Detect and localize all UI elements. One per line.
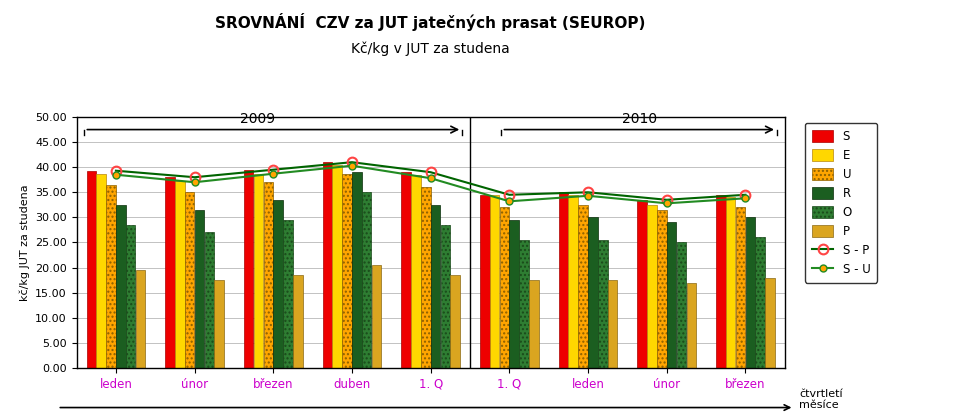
Legend: S, E, U, R, O, P, S - P, S - U: S, E, U, R, O, P, S - P, S - U xyxy=(805,123,878,283)
Bar xyxy=(657,210,667,368)
Bar xyxy=(401,172,411,368)
Bar xyxy=(126,225,136,368)
Bar xyxy=(323,162,332,368)
Bar xyxy=(283,220,293,368)
Bar xyxy=(686,283,696,368)
Bar xyxy=(244,170,254,368)
Bar xyxy=(254,174,263,368)
Bar xyxy=(637,200,647,368)
Bar xyxy=(274,200,283,368)
Bar xyxy=(509,220,519,368)
Bar xyxy=(440,225,450,368)
Bar xyxy=(490,195,500,368)
Text: 2010: 2010 xyxy=(622,112,657,126)
Bar xyxy=(214,280,224,368)
Text: čtvrtletí
měsíce: čtvrtletí měsíce xyxy=(799,389,843,410)
Bar xyxy=(716,195,725,368)
Bar xyxy=(480,195,490,368)
Bar xyxy=(589,217,598,368)
Bar xyxy=(343,174,352,368)
Bar xyxy=(166,177,175,368)
Bar xyxy=(116,205,125,368)
Bar xyxy=(520,240,529,368)
Bar xyxy=(371,265,381,368)
Bar xyxy=(86,171,96,368)
Bar xyxy=(352,172,362,368)
Text: Kč/kg v JUT za studena: Kč/kg v JUT za studena xyxy=(351,42,510,56)
Y-axis label: kč/kg JUT za studena: kč/kg JUT za studena xyxy=(19,184,30,301)
Bar xyxy=(332,165,342,368)
Bar xyxy=(568,195,578,368)
Bar xyxy=(175,181,185,368)
Bar xyxy=(136,270,145,368)
Bar xyxy=(106,185,116,368)
Bar xyxy=(529,280,539,368)
Bar xyxy=(421,187,431,368)
Bar xyxy=(725,197,735,368)
Bar xyxy=(746,217,755,368)
Bar xyxy=(608,280,617,368)
Bar xyxy=(677,242,686,368)
Text: SROVNÁNÍ  CZV za JUT jatečných prasat (SEUROP): SROVNÁNÍ CZV za JUT jatečných prasat (SE… xyxy=(215,13,646,31)
Bar xyxy=(500,207,509,368)
Bar xyxy=(293,275,302,368)
Bar xyxy=(205,232,214,368)
Bar xyxy=(194,210,204,368)
Bar xyxy=(185,192,194,368)
Bar xyxy=(451,275,460,368)
Bar xyxy=(766,278,775,368)
Bar xyxy=(362,192,371,368)
Bar xyxy=(431,205,440,368)
Bar xyxy=(97,174,106,368)
Bar xyxy=(598,240,608,368)
Text: 2009: 2009 xyxy=(240,112,275,126)
Bar xyxy=(559,192,568,368)
Bar xyxy=(578,205,588,368)
Bar xyxy=(412,175,421,368)
Bar xyxy=(263,182,273,368)
Bar xyxy=(647,205,657,368)
Bar xyxy=(667,222,677,368)
Bar xyxy=(736,207,746,368)
Bar xyxy=(755,237,765,368)
